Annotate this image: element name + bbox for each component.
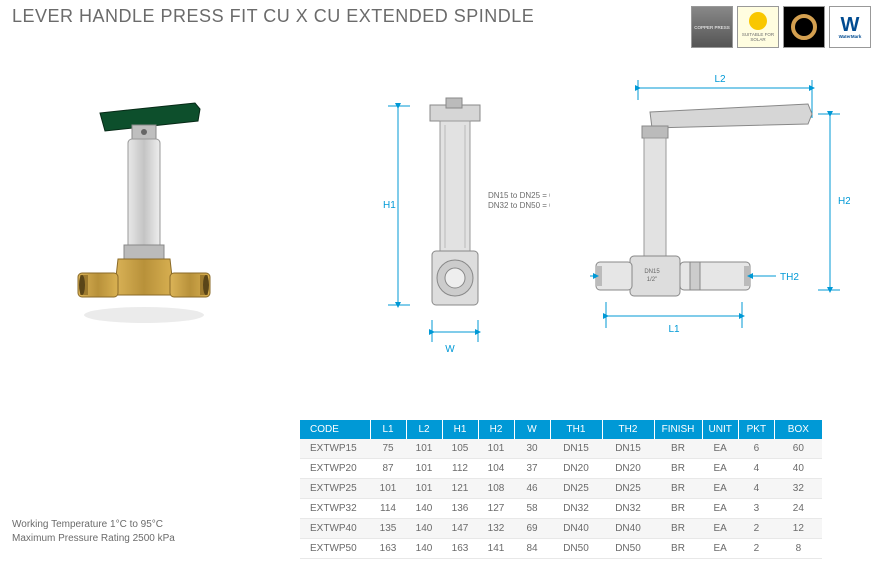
col-w: W — [514, 420, 550, 439]
table-row: EXTWP157510110510130DN15DN15BREA660 — [300, 439, 822, 459]
table-row: EXTWP3211414013612758DN32DN32BREA324 — [300, 499, 822, 519]
table-header-row: CODEL1L2H1H2WTH1TH2FINISHUNITPKTBOX — [300, 420, 822, 439]
badge-watermark: WWaterMark — [829, 6, 871, 48]
col-l1: L1 — [370, 420, 406, 439]
dim-l1: L1 — [668, 324, 680, 335]
col-finish: FINISH — [654, 420, 702, 439]
product-photo — [40, 95, 240, 335]
dim-h1: H1 — [383, 200, 396, 211]
dim-th2: TH2 — [780, 272, 799, 283]
note-line-1: DN15 to DN25 = 64.6MM — [488, 191, 550, 200]
page-title: LEVER HANDLE PRESS FIT CU X CU EXTENDED … — [12, 6, 534, 27]
dim-w: W — [445, 344, 455, 355]
badge-full-bore — [783, 6, 825, 48]
footnotes: Working Temperature 1°C to 95°C Maximum … — [12, 518, 175, 546]
col-box: BOX — [774, 420, 822, 439]
dim-h2: H2 — [838, 196, 850, 207]
diagram-side-view: L2 DN15 1/2" TH1 TH2 H2 L1 — [590, 70, 850, 380]
col-unit: UNIT — [702, 420, 738, 439]
svg-text:1/2": 1/2" — [647, 277, 657, 283]
table-row: EXTWP2510110112110846DN25DN25BREA432 — [300, 479, 822, 499]
diagram-front-view: H1 W DN15 to DN25 = 64.6MM DN32 to DN50 … — [350, 80, 550, 380]
col-code: CODE — [300, 420, 370, 439]
col-th1: TH1 — [550, 420, 602, 439]
dim-l2: L2 — [714, 74, 726, 85]
col-h1: H1 — [442, 420, 478, 439]
cert-badges: COPPER PRESS SUITABLE FOR SOLAR WWaterMa… — [691, 6, 871, 48]
spec-table: CODEL1L2H1H2WTH1TH2FINISHUNITPKTBOX EXTW… — [300, 420, 823, 559]
col-h2: H2 — [478, 420, 514, 439]
table-row: EXTWP4013514014713269DN40DN40BREA212 — [300, 519, 822, 539]
working-temp: Working Temperature 1°C to 95°C — [12, 518, 175, 532]
col-pkt: PKT — [738, 420, 774, 439]
table-row: EXTWP208710111210437DN20DN20BREA440 — [300, 459, 822, 479]
col-th2: TH2 — [602, 420, 654, 439]
badge-copper-press: COPPER PRESS — [691, 6, 733, 48]
badge-solar: SUITABLE FOR SOLAR — [737, 6, 779, 48]
max-pressure: Maximum Pressure Rating 2500 kPa — [12, 532, 175, 546]
note-line-2: DN32 to DN50 = 66.2MM — [488, 201, 550, 210]
svg-text:DN15: DN15 — [644, 269, 660, 275]
col-l2: L2 — [406, 420, 442, 439]
table-row: EXTWP5016314016314184DN50DN50BREA28 — [300, 539, 822, 559]
